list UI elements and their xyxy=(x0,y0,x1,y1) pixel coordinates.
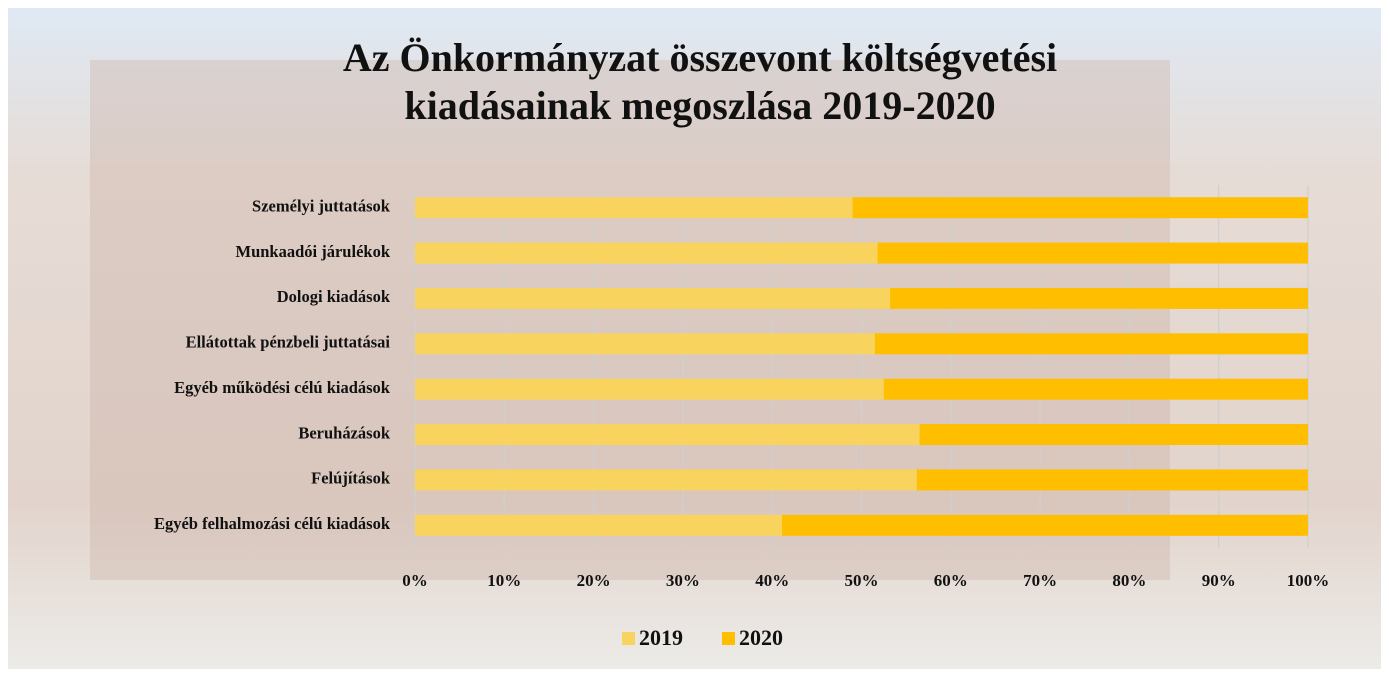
bar xyxy=(878,243,1308,264)
legend-swatch xyxy=(722,632,735,645)
bar xyxy=(782,515,1308,536)
x-tick-label: 40% xyxy=(755,571,789,590)
x-tick-label: 100% xyxy=(1287,571,1330,590)
bar xyxy=(415,333,875,354)
x-tick-label: 10% xyxy=(487,571,521,590)
bar xyxy=(884,379,1308,400)
chart: Az Önkormányzat összevont költségvetési … xyxy=(0,0,1389,677)
x-tick-label: 90% xyxy=(1202,571,1236,590)
x-tick-label: 30% xyxy=(666,571,700,590)
bar xyxy=(890,288,1308,309)
x-tick-label: 80% xyxy=(1112,571,1146,590)
legend-label: 2020 xyxy=(739,625,783,650)
x-tick-label: 20% xyxy=(577,571,611,590)
bar xyxy=(415,288,890,309)
bar xyxy=(415,469,917,490)
y-tick-label: Egyéb működési célú kiadások xyxy=(174,378,391,397)
y-tick-label: Dologi kiadások xyxy=(277,287,391,306)
bar xyxy=(920,424,1308,445)
bar xyxy=(415,197,853,218)
bar xyxy=(415,424,920,445)
bar xyxy=(415,379,884,400)
y-tick-label: Felújítások xyxy=(311,469,391,488)
y-tick-label: Egyéb felhalmozási célú kiadások xyxy=(154,514,391,533)
y-tick-label: Munkaadói járulékok xyxy=(236,242,391,261)
building xyxy=(90,60,1170,580)
x-tick-label: 60% xyxy=(934,571,968,590)
bar xyxy=(415,515,782,536)
bar xyxy=(875,333,1308,354)
chart-title: Az Önkormányzat összevont költségvetési xyxy=(343,35,1057,80)
y-tick-label: Személyi juttatások xyxy=(252,196,391,215)
page: {"chart_data": { "type": "stacked-barh",… xyxy=(0,0,1389,677)
y-tick-label: Ellátottak pénzbeli juttatásai xyxy=(186,333,391,352)
bar xyxy=(917,469,1308,490)
x-tick-label: 0% xyxy=(402,571,428,590)
chart-title: kiadásainak megoszlása 2019-2020 xyxy=(404,83,995,128)
x-tick-label: 70% xyxy=(1023,571,1057,590)
bar xyxy=(853,197,1308,218)
bar xyxy=(415,243,878,264)
legend-label: 2019 xyxy=(639,625,683,650)
y-tick-label: Beruházások xyxy=(298,423,391,442)
legend-swatch xyxy=(622,632,635,645)
x-tick-label: 50% xyxy=(845,571,879,590)
